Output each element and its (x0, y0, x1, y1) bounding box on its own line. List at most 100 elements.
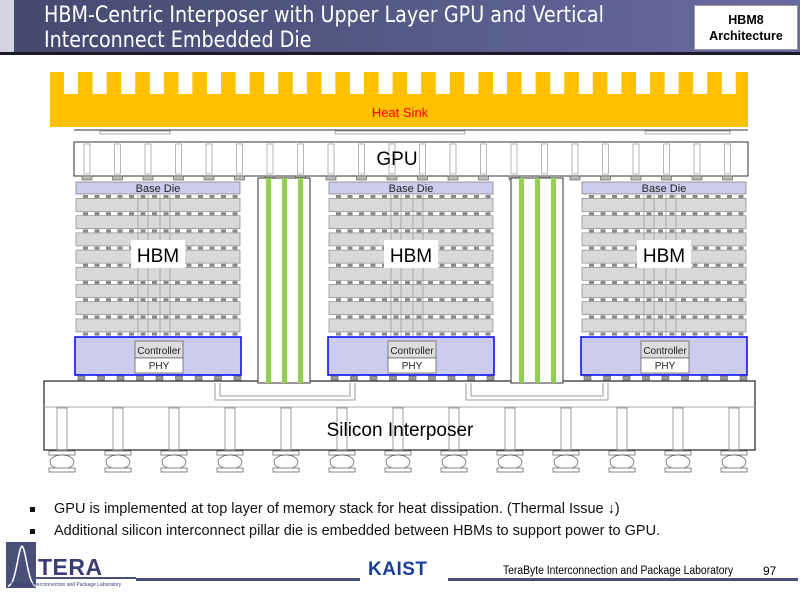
micro-bump (163, 229, 169, 233)
bump-pad-bottom (216, 467, 244, 473)
dram-layer (75, 215, 241, 230)
heat-sink-fin-gap (178, 72, 193, 94)
micro-bump (209, 246, 215, 250)
micro-bump (589, 315, 594, 319)
bump-pad-top (496, 450, 524, 456)
thermal-interface-pad (644, 130, 731, 135)
micro-bump (117, 229, 123, 233)
micro-bump (152, 315, 157, 319)
architecture-badge: HBM8 Architecture (694, 5, 798, 50)
micro-bump (612, 212, 617, 216)
micro-bump (152, 298, 157, 302)
gpu-bump (203, 175, 215, 181)
bump-pad-bottom (608, 467, 636, 473)
heat-sink-fin-gap (292, 72, 307, 94)
bump-pad-top (440, 450, 468, 456)
hbm-bump (389, 375, 397, 381)
micro-bump (370, 229, 376, 233)
micro-bump (382, 212, 387, 216)
micro-bump (600, 195, 606, 198)
dram-layer (581, 198, 747, 212)
micro-bump (451, 263, 456, 267)
gpu-bump (386, 175, 398, 181)
micro-bump (692, 263, 698, 267)
interposer-route (465, 383, 609, 401)
dram-layer (75, 318, 241, 333)
c4-bump (721, 454, 747, 470)
micro-bump (129, 229, 134, 233)
through-silicon-via (504, 407, 516, 451)
micro-bump (669, 212, 675, 216)
micro-bump (600, 298, 606, 302)
micro-bump (370, 332, 376, 336)
micro-bump (186, 281, 192, 284)
micro-bump (727, 298, 732, 302)
micro-bump (359, 195, 364, 198)
heat-sink-fin-gap (64, 72, 78, 94)
micro-bump (198, 229, 203, 233)
micro-bump (635, 195, 640, 198)
micro-bump (589, 195, 594, 198)
hbm-bump (661, 375, 670, 381)
micro-bump (393, 332, 399, 336)
c4-bump (273, 454, 299, 470)
phy-block (134, 357, 184, 374)
micro-bump (635, 332, 640, 336)
micro-bump (359, 332, 364, 336)
micro-bump (117, 298, 123, 302)
gpu-via (632, 143, 640, 175)
gpu-via (571, 143, 579, 175)
micro-bump (163, 195, 169, 198)
gpu-die-body (73, 141, 749, 177)
micro-bump (83, 229, 88, 233)
gpu-via (449, 143, 457, 175)
micro-bump (370, 246, 376, 250)
micro-bump (692, 281, 698, 284)
micro-bump (704, 332, 709, 336)
through-silicon-via (448, 407, 460, 451)
slide-header: HBM-Centric Interposer with Upper Layer … (0, 0, 800, 53)
gpu-label: GPU (376, 149, 417, 170)
bump-pad-top (272, 450, 300, 456)
gpu-bump (325, 175, 337, 181)
micro-bump (359, 229, 364, 233)
micro-bump (439, 246, 445, 250)
micro-bump (715, 281, 721, 284)
micro-bump (117, 281, 123, 284)
heat-sink-fin-gap (407, 72, 422, 94)
micro-bump (94, 246, 100, 250)
hbm-bump (330, 375, 339, 381)
micro-bump (129, 315, 134, 319)
base-die (328, 181, 494, 195)
heat-sink-fin-gap (378, 72, 393, 94)
micro-bump (612, 229, 617, 233)
micro-bump (83, 332, 88, 336)
micro-bump (623, 195, 629, 198)
hbm-bump (681, 375, 689, 381)
micro-bump (738, 332, 744, 336)
micro-bump (163, 315, 169, 319)
micro-bump (175, 212, 180, 216)
c4-bump (609, 454, 635, 470)
interposer-route (470, 383, 604, 397)
micro-bump (370, 298, 376, 302)
bump-pad-bottom (104, 467, 132, 473)
micro-bump (704, 281, 709, 284)
micro-bump (382, 195, 387, 198)
micro-bump (439, 212, 445, 216)
micro-bump (428, 332, 433, 336)
controller-label: Controller (390, 346, 434, 357)
micro-bump (221, 212, 226, 216)
micro-bump (221, 315, 226, 319)
hbm-bump (739, 375, 748, 381)
micro-bump (209, 229, 215, 233)
micro-bump (106, 229, 111, 233)
base-die-label: Base Die (389, 183, 434, 195)
micro-bump (635, 281, 640, 284)
micro-bump (393, 281, 399, 284)
micro-bump (474, 315, 479, 319)
c4-bump (441, 454, 467, 470)
micro-bump (382, 229, 387, 233)
micro-bump (186, 263, 192, 267)
heat-sink-fin-gap (321, 72, 336, 94)
